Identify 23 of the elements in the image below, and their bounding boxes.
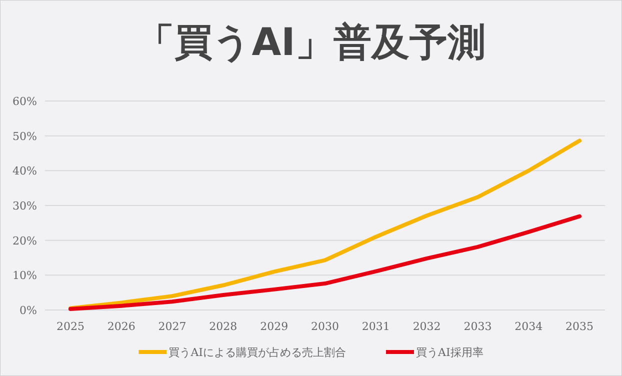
x-tick-label: 2035 [566, 320, 594, 333]
x-tick-label: 2029 [260, 320, 288, 333]
y-tick-label: 60% [12, 95, 37, 108]
legend-label: 買うAIによる購買が占める売上割合 [168, 346, 346, 359]
y-tick-label: 40% [12, 164, 37, 178]
x-tick-label: 2027 [158, 320, 186, 333]
x-tick-label: 2026 [107, 320, 136, 333]
x-tick-label: 2028 [209, 320, 238, 333]
line-series [68, 214, 582, 311]
x-tick-label: 2032 [412, 320, 441, 333]
legend-label: 買うAI採用率 [416, 346, 484, 359]
x-tick-label: 2034 [514, 320, 543, 333]
x-tick-label: 2025 [56, 320, 84, 333]
x-tick-label: 2030 [311, 320, 339, 333]
y-tick-label: 30% [12, 200, 37, 212]
y-tick-label: 50% [12, 130, 37, 143]
y-tick-label: 0% [20, 304, 37, 317]
x-tick-label: 2031 [362, 320, 390, 333]
y-tick-label: 20% [12, 234, 37, 248]
x-tick-label: 2033 [464, 320, 492, 333]
chart-title: 「買うAI」普及予測 [136, 20, 486, 64]
y-tick-label: 10% [12, 269, 37, 282]
line-series [68, 138, 582, 310]
